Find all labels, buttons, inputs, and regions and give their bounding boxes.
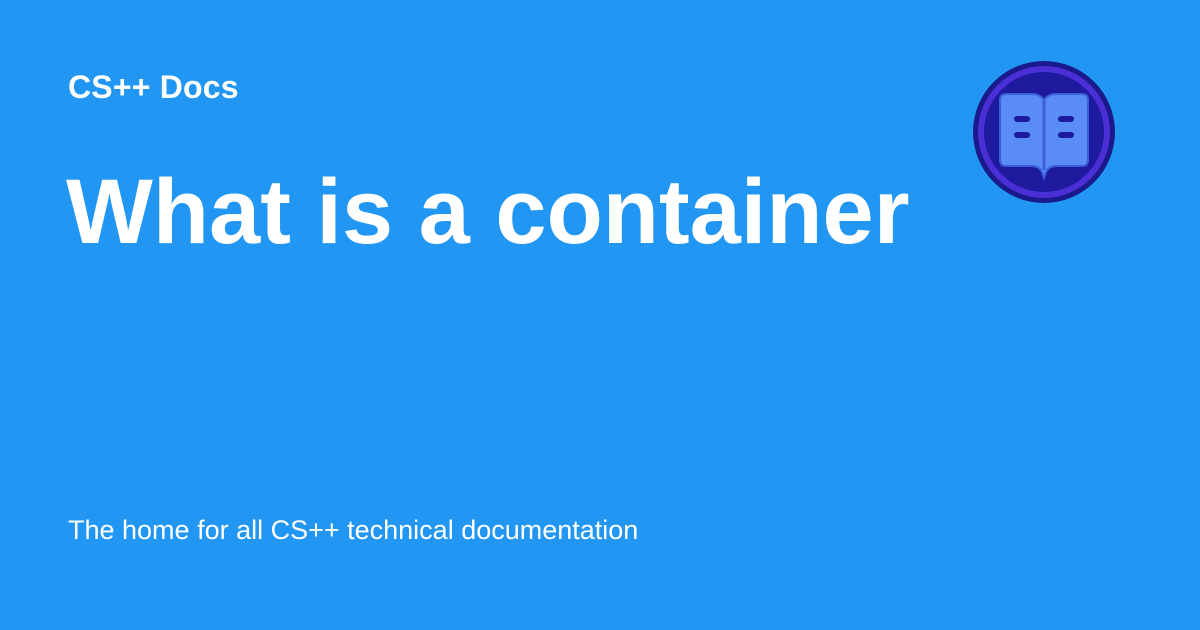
page-title: What is a container [66, 161, 910, 263]
logo [972, 60, 1116, 204]
tagline: The home for all CS++ technical document… [68, 515, 639, 545]
site-name: CS++ Docs [68, 69, 239, 105]
open-book-icon [973, 61, 1115, 203]
